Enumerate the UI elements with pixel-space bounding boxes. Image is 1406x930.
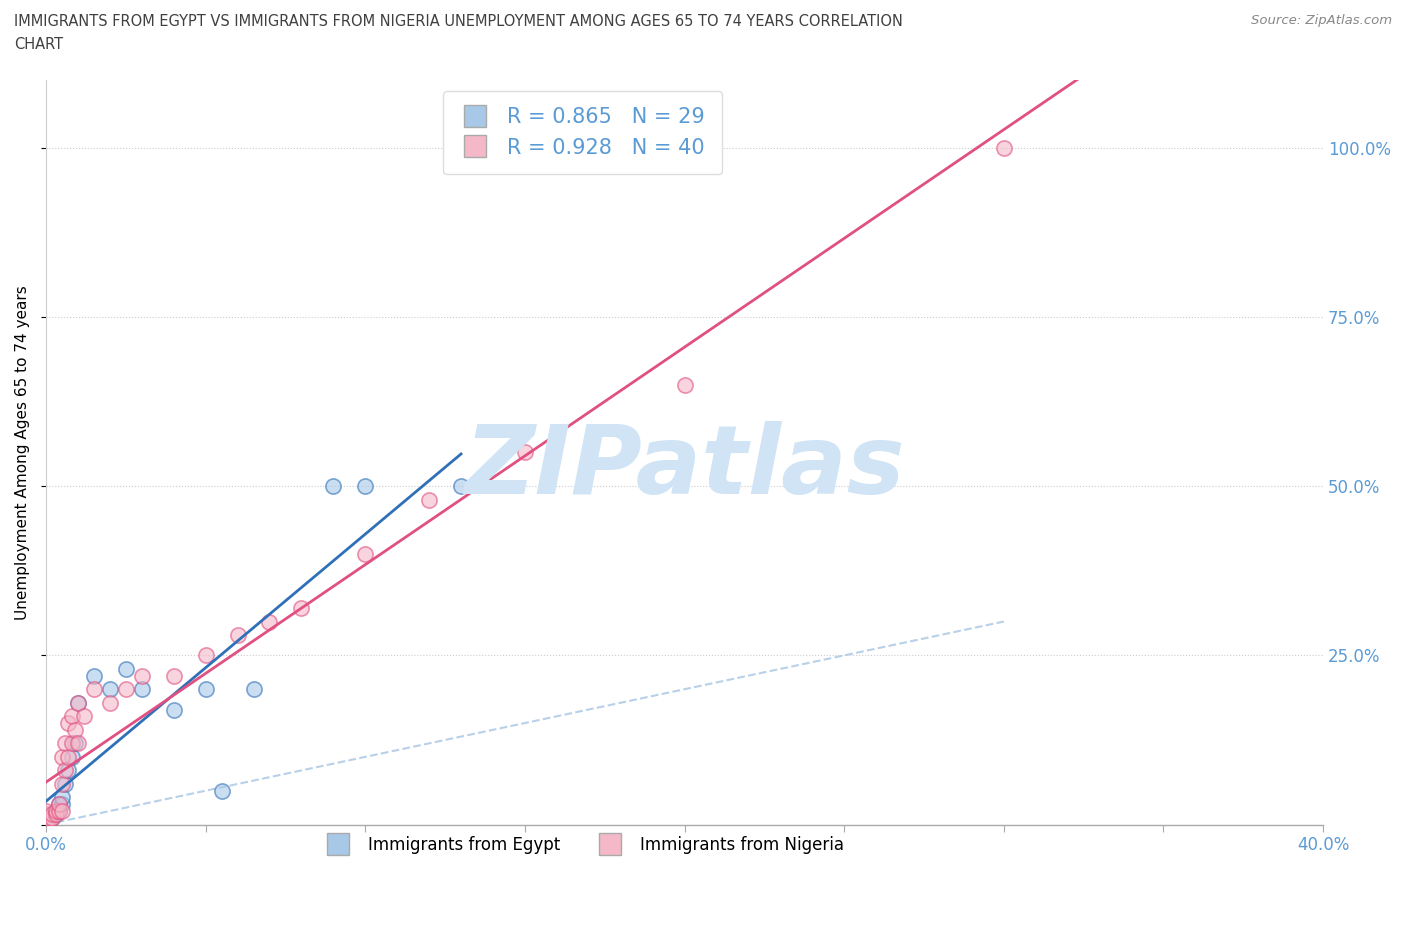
Point: [38, 814, 60, 829]
Y-axis label: Unemployment Among Ages 65 to 74 years: Unemployment Among Ages 65 to 74 years: [15, 285, 30, 619]
Point: [35, 817, 58, 832]
Point: [58, 750, 80, 764]
Point: [226, 628, 249, 643]
Point: [63, 723, 86, 737]
Point: [513, 445, 536, 459]
Point: [45, 807, 67, 822]
Point: [48, 797, 70, 812]
Point: [114, 661, 136, 676]
Point: [290, 601, 312, 616]
Point: [450, 479, 472, 494]
Point: [114, 682, 136, 697]
Point: [45, 804, 67, 818]
Point: [60, 736, 83, 751]
Point: [41, 810, 63, 825]
Point: [53, 763, 76, 777]
Point: [35, 817, 58, 832]
Point: [41, 807, 63, 822]
Point: [51, 777, 73, 791]
Point: [163, 669, 186, 684]
Point: [58, 763, 80, 777]
Point: [51, 804, 73, 818]
Point: [194, 648, 217, 663]
Point: [38, 810, 60, 825]
Point: [58, 715, 80, 730]
Legend: Immigrants from Egypt, Immigrants from Nigeria: Immigrants from Egypt, Immigrants from N…: [315, 830, 851, 861]
Point: [322, 479, 344, 494]
Point: [51, 797, 73, 812]
Point: [38, 810, 60, 825]
Point: [673, 378, 696, 392]
Point: [53, 736, 76, 751]
Point: [66, 736, 89, 751]
Point: [45, 804, 67, 818]
Point: [131, 682, 153, 697]
Point: [354, 479, 377, 494]
Point: [60, 709, 83, 724]
Point: [242, 682, 264, 697]
Text: CHART: CHART: [14, 37, 63, 52]
Text: ZIPatlas: ZIPatlas: [464, 420, 905, 513]
Point: [211, 783, 233, 798]
Point: [35, 804, 58, 818]
Point: [66, 696, 89, 711]
Point: [41, 810, 63, 825]
Point: [48, 804, 70, 818]
Point: [35, 810, 58, 825]
Point: [51, 790, 73, 805]
Point: [993, 140, 1015, 155]
Point: [354, 547, 377, 562]
Point: [48, 797, 70, 812]
Point: [131, 669, 153, 684]
Point: [35, 810, 58, 825]
Point: [63, 736, 86, 751]
Point: [53, 777, 76, 791]
Text: IMMIGRANTS FROM EGYPT VS IMMIGRANTS FROM NIGERIA UNEMPLOYMENT AMONG AGES 65 TO 7: IMMIGRANTS FROM EGYPT VS IMMIGRANTS FROM…: [14, 14, 903, 29]
Point: [60, 750, 83, 764]
Point: [45, 807, 67, 822]
Point: [194, 682, 217, 697]
Text: Source: ZipAtlas.com: Source: ZipAtlas.com: [1251, 14, 1392, 27]
Point: [163, 702, 186, 717]
Point: [98, 696, 121, 711]
Point: [66, 696, 89, 711]
Point: [35, 814, 58, 829]
Point: [35, 807, 58, 822]
Point: [35, 814, 58, 829]
Point: [98, 682, 121, 697]
Point: [51, 750, 73, 764]
Point: [83, 682, 105, 697]
Point: [259, 614, 281, 629]
Point: [83, 669, 105, 684]
Point: [48, 804, 70, 818]
Point: [418, 492, 440, 507]
Point: [41, 807, 63, 822]
Point: [73, 709, 96, 724]
Point: [38, 814, 60, 829]
